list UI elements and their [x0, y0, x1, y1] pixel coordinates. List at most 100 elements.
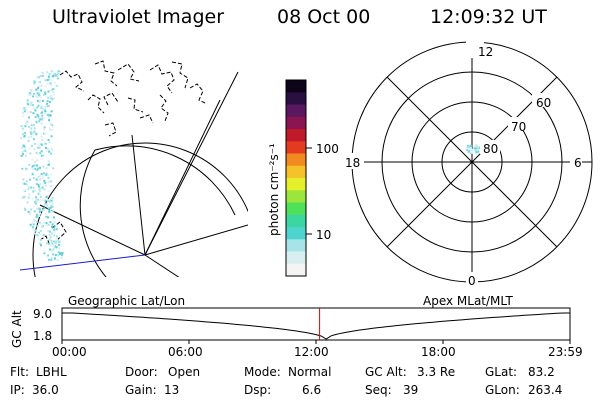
- aurora-pixel: [23, 109, 26, 112]
- aurora-pixel: [40, 122, 43, 125]
- aurora-pixel: [36, 122, 38, 125]
- aurora-pixel: [28, 116, 30, 119]
- colorbar-segment: [286, 263, 306, 277]
- aurora-pixel: [51, 99, 54, 102]
- aurora-pixel: [40, 88, 43, 91]
- aurora-pixel: [43, 132, 46, 135]
- aurora-pixel: [38, 145, 40, 147]
- aurora-pixel: [35, 202, 37, 205]
- aurora-pixel: [36, 76, 39, 79]
- aurora-pixel: [33, 164, 36, 167]
- aurora-pixel: [32, 228, 34, 231]
- aurora-pixel: [39, 183, 42, 186]
- aurora-pixel: [46, 100, 49, 102]
- aurora-pixel: [49, 244, 52, 247]
- aurora-pixel: [48, 141, 51, 143]
- aurora-pixel: [30, 132, 33, 135]
- aurora-pixel: [51, 125, 54, 128]
- colorbar-segment: [286, 153, 306, 167]
- aurora-pixel: [47, 138, 50, 141]
- aurora-pixel: [53, 228, 56, 231]
- aurora-pixel: [53, 72, 56, 75]
- aurora-pixel: [50, 122, 53, 125]
- aurora-pixel: [469, 146, 472, 149]
- aurora-pixel: [47, 207, 50, 210]
- aurora-pixel: [46, 83, 49, 86]
- aurora-pixel: [52, 243, 55, 246]
- aurora-pixel: [28, 93, 31, 96]
- aurora-pixel: [49, 201, 52, 204]
- aurora-pixel: [47, 164, 50, 166]
- aurora-pixel: [22, 144, 25, 147]
- aurora-pixel: [44, 85, 47, 88]
- aurora-pixel: [47, 177, 50, 179]
- aurora-pixel: [61, 254, 63, 257]
- aurora-pixel: [22, 196, 25, 199]
- aurora-pixel: [20, 154, 23, 157]
- aurora-pixel: [33, 167, 36, 170]
- aurora-pixel: [22, 108, 25, 111]
- aurora-pixel: [23, 189, 26, 192]
- footer-dsp-value: 6.6: [302, 383, 322, 397]
- aurora-pixel: [39, 242, 42, 245]
- footer-gain-label: Gain:: [125, 383, 157, 397]
- aurora-pixel: [43, 188, 46, 191]
- aurora-pixel: [49, 230, 51, 233]
- aurora-pixel: [40, 244, 42, 247]
- footer-glat-value: 83.2: [528, 365, 555, 379]
- aurora-pixel: [47, 200, 49, 203]
- aurora-pixel: [53, 81, 56, 84]
- aurora-pixel: [50, 239, 53, 242]
- aurora-pixel: [35, 88, 38, 91]
- aurora-pixel: [48, 75, 50, 78]
- aurora-pixel: [41, 199, 44, 201]
- aurora-pixel: [40, 143, 43, 146]
- coastline-overlay: [39, 60, 208, 244]
- aurora-pixel: [41, 116, 43, 119]
- aurora-pixel: [30, 208, 33, 211]
- instrument-title: Ultraviolet Imager: [52, 6, 225, 28]
- aurora-pixel: [49, 206, 52, 209]
- aurora-pixel: [35, 183, 38, 185]
- aurora-pixel: [32, 223, 35, 226]
- aurora-pixel: [39, 199, 42, 202]
- aurora-pixel: [43, 204, 46, 207]
- aurora-pixel: [51, 201, 54, 204]
- aurora-pixel: [28, 126, 30, 128]
- aurora-pixel: [33, 130, 36, 133]
- aurora-pixel: [53, 221, 56, 224]
- aurora-pixel: [45, 196, 48, 198]
- aurora-pixel: [24, 208, 27, 211]
- aurora-pixel: [468, 150, 471, 152]
- aurora-pixel: [477, 147, 480, 150]
- footer-seq-value: 39: [403, 383, 419, 397]
- lat-label-70: 70: [511, 120, 527, 134]
- aurora-pixel: [27, 103, 30, 106]
- aurora-pixel: [41, 139, 44, 141]
- aurora-pixel: [28, 192, 31, 195]
- aurora-pixel: [39, 99, 42, 102]
- aurora-pixel: [23, 182, 26, 185]
- orbit-altitude-line: [62, 312, 570, 340]
- footer-glon-value: 263.4: [528, 383, 563, 397]
- aurora-pixel: [55, 84, 58, 87]
- aurora-pixel: [55, 246, 58, 249]
- aurora-pixel: [29, 152, 32, 155]
- aurora-pixel: [45, 150, 48, 153]
- aurora-pixel: [53, 209, 56, 212]
- aurora-pixel: [57, 247, 60, 250]
- aurora-pixel: [44, 181, 47, 184]
- aurora-pixel: [31, 197, 34, 200]
- aurora-pixel: [38, 221, 41, 224]
- aurora-pixel: [45, 167, 48, 169]
- aurora-pixel: [21, 196, 24, 199]
- aurora-pixel: [36, 234, 39, 237]
- aurora-pixel: [26, 111, 29, 114]
- aurora-pixel: [59, 252, 62, 255]
- aurora-pixel: [48, 199, 51, 202]
- aurora-pixel: [49, 236, 52, 239]
- aurora-pixel: [52, 248, 55, 251]
- aurora-pixel: [36, 213, 38, 216]
- aurora-pixel: [47, 96, 50, 99]
